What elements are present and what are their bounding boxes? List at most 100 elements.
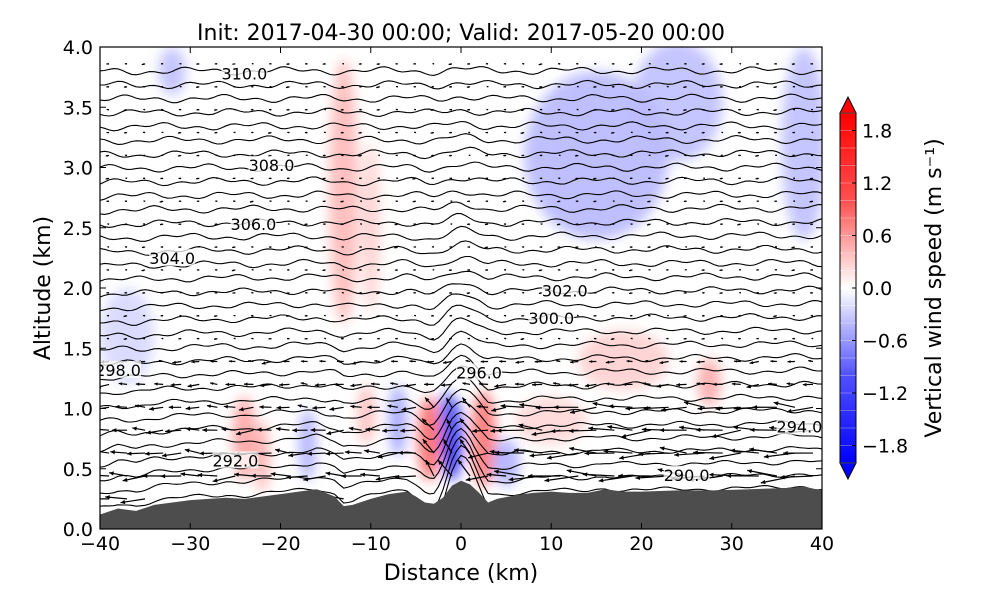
wind-vector xyxy=(268,337,272,340)
wind-vector xyxy=(719,292,723,295)
wind-vector xyxy=(720,154,723,157)
wind-vector xyxy=(414,337,417,340)
wind-vector xyxy=(341,314,344,317)
wind-vector xyxy=(576,337,579,340)
downdraft-region xyxy=(298,408,317,481)
wind-vector xyxy=(305,62,308,65)
wind-vector xyxy=(232,177,236,180)
wind-vector xyxy=(360,223,362,225)
wind-vector xyxy=(756,246,759,248)
wind-vector xyxy=(322,62,326,65)
wind-vector xyxy=(701,62,705,65)
wind-vector xyxy=(738,314,741,317)
wind-vector xyxy=(269,85,272,88)
wind-vector xyxy=(701,108,705,111)
wind-vector xyxy=(540,223,543,225)
wind-vector xyxy=(645,359,651,363)
wind-vectors xyxy=(100,62,814,505)
wind-vector xyxy=(196,291,200,294)
colorbar-ticks: 1.8 1.2 0.6 0.0 −0.6 −1.2 −1.8 xyxy=(840,112,908,464)
wind-vector xyxy=(185,426,200,432)
wind-vector xyxy=(774,177,777,180)
y-tick-label: 1.0 xyxy=(63,399,93,421)
wind-vector xyxy=(808,359,814,363)
wind-vector xyxy=(558,177,561,180)
updraft-region xyxy=(515,396,588,445)
wind-vector xyxy=(437,459,453,477)
wind-vector xyxy=(446,418,453,431)
wind-vector xyxy=(123,85,128,88)
wind-vector xyxy=(179,62,182,65)
wind-vector xyxy=(161,337,164,340)
contour-label-background xyxy=(528,309,575,327)
wind-vector xyxy=(287,200,290,203)
wind-vector xyxy=(340,131,344,134)
wind-vector xyxy=(286,63,290,65)
wind-vector xyxy=(161,154,164,157)
downdraft-region xyxy=(440,390,455,439)
wind-vector xyxy=(557,246,561,249)
wind-vector xyxy=(322,177,326,180)
wind-vector xyxy=(314,383,326,387)
wind-vector xyxy=(478,382,489,386)
y-tick-label: 0.5 xyxy=(63,459,93,481)
wind-vector xyxy=(630,154,633,157)
wind-vector xyxy=(539,337,543,340)
wind-vector xyxy=(233,108,236,111)
wind-vector xyxy=(358,62,362,65)
wind-vector xyxy=(367,405,380,410)
wind-vector xyxy=(286,177,290,180)
wind-vector xyxy=(430,131,435,134)
wind-vector xyxy=(485,200,489,203)
wind-vector xyxy=(348,426,362,431)
wind-vector xyxy=(196,314,200,317)
wind-vector xyxy=(322,154,326,157)
wind-vector xyxy=(449,85,453,88)
wind-vector xyxy=(575,269,579,271)
wind-vector xyxy=(430,337,435,340)
wind-vector xyxy=(539,177,543,180)
wind-vector xyxy=(472,428,489,434)
wind-vector xyxy=(656,383,669,388)
wind-vector xyxy=(703,177,706,180)
contour-label-background xyxy=(663,465,710,483)
wind-vector xyxy=(467,246,471,248)
wind-vector xyxy=(520,131,525,134)
wind-vector xyxy=(160,62,164,65)
wind-vector xyxy=(467,177,471,180)
wind-vector xyxy=(695,427,723,432)
wind-vector xyxy=(106,108,110,111)
theta-contour-line xyxy=(100,293,822,312)
wind-vector xyxy=(737,246,741,249)
wind-vector xyxy=(404,383,416,388)
wind-vector xyxy=(212,475,236,483)
wind-vector xyxy=(158,359,164,363)
wind-vector xyxy=(588,426,615,431)
wind-vector xyxy=(214,85,218,88)
wind-vector xyxy=(413,291,416,294)
wind-vector xyxy=(575,223,579,226)
wind-vector xyxy=(593,108,597,111)
wind-vector xyxy=(413,85,416,88)
wind-vector xyxy=(575,131,579,134)
wind-vector xyxy=(666,269,669,271)
updraft-region xyxy=(697,357,721,407)
wind-vector xyxy=(810,246,813,248)
wind-vector xyxy=(106,269,110,271)
wind-vector xyxy=(297,404,308,408)
wind-vector xyxy=(274,448,290,454)
contour-label: 304.0 xyxy=(149,249,195,268)
wind-vector xyxy=(773,108,778,112)
wind-vector xyxy=(485,177,489,180)
wind-vector xyxy=(701,131,705,134)
theta-contour-line xyxy=(100,93,822,104)
wind-vector xyxy=(111,428,128,433)
wind-vector xyxy=(555,359,561,363)
wind-vector xyxy=(773,315,778,318)
wind-vector xyxy=(531,382,543,387)
wind-vector xyxy=(256,427,272,432)
wind-vector xyxy=(626,359,633,363)
wind-vector xyxy=(521,314,525,317)
wind-vector xyxy=(251,154,254,157)
wind-vector xyxy=(618,473,651,478)
